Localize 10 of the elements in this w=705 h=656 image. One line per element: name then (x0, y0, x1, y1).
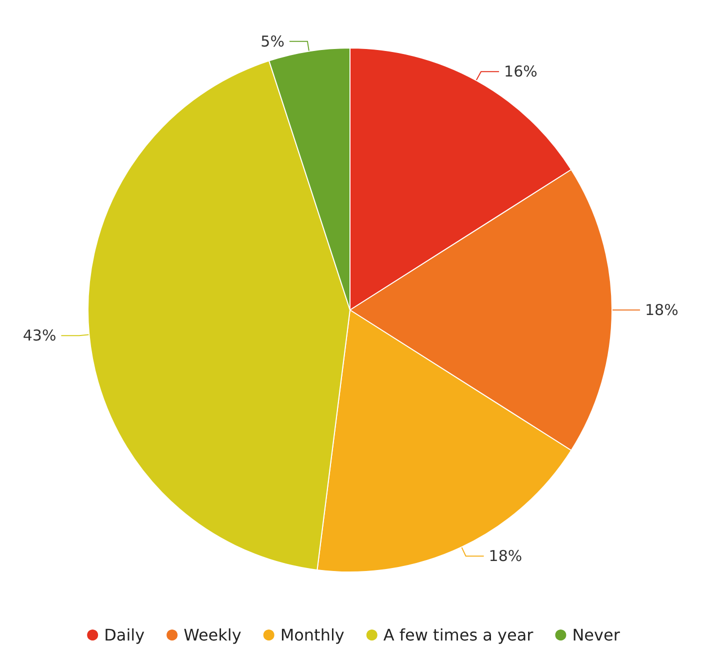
legend-label: Weekly (184, 626, 242, 644)
legend-label: Monthly (280, 626, 344, 644)
data-label: 5% (260, 32, 284, 50)
legend-label: A few times a year (383, 626, 534, 644)
data-label: 18% (488, 547, 522, 566)
legend-label: Daily (104, 626, 145, 644)
legend-label: Never (572, 626, 620, 644)
data-label: 43% (22, 326, 56, 345)
data-label: 18% (645, 301, 678, 319)
data-label: 16% (504, 62, 538, 81)
